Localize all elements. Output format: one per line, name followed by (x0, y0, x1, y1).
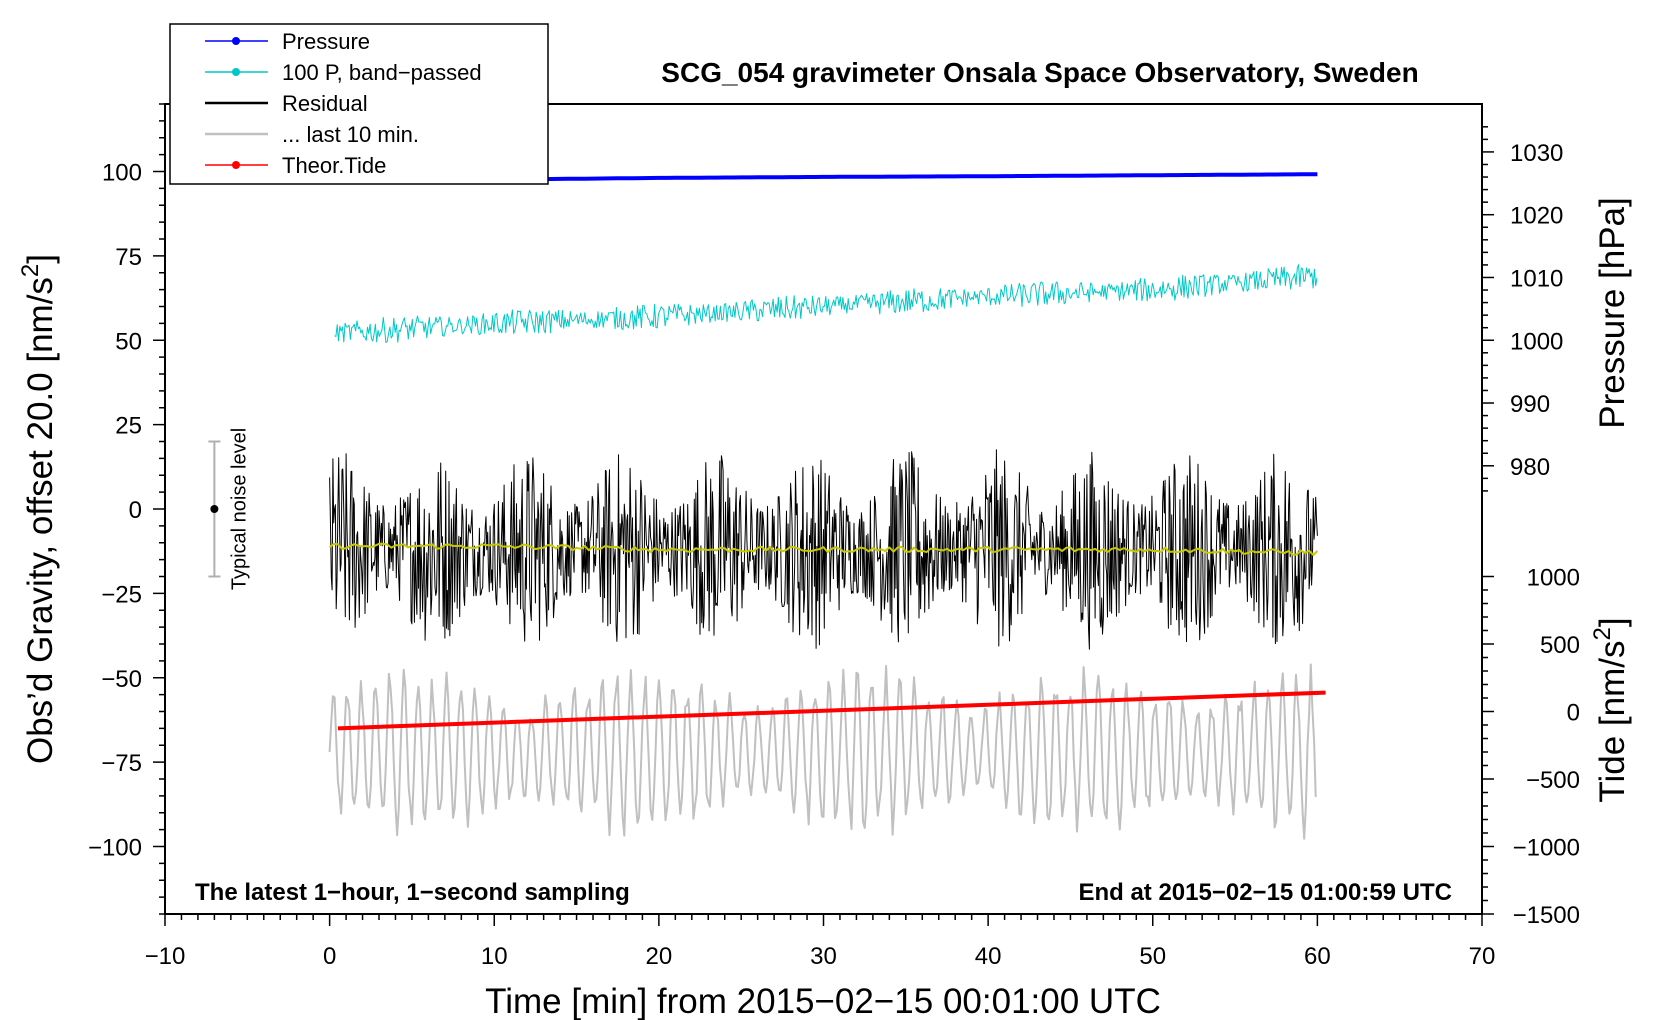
series-theor-tide (337, 690, 1326, 731)
tide-tick-label: −1500 (1513, 902, 1580, 929)
legend-label: ... last 10 min. (282, 122, 419, 147)
noise-level-label: Typical noise level (228, 428, 250, 590)
tide-tick-label: −500 (1526, 767, 1580, 794)
y-axis-label-tide-superscript: 2 (1589, 627, 1616, 640)
pressure-tick-label: 1020 (1510, 203, 1563, 230)
legend-label: Residual (282, 91, 368, 116)
x-tick-label: 40 (975, 943, 1002, 970)
tide-tick-label: −1000 (1513, 835, 1580, 862)
y-left-tick-label: 0 (129, 497, 142, 524)
legend-marker (232, 68, 240, 76)
legend-marker (232, 161, 240, 169)
legend-label: Theor.Tide (282, 153, 386, 178)
legend-label: 100 P, band−passed (282, 60, 482, 85)
y-left-tick-label: −50 (101, 666, 142, 693)
pressure-tick-label: 990 (1510, 391, 1550, 418)
annotation-sampling: The latest 1−hour, 1−second sampling (195, 879, 630, 906)
x-axis-label: Time [min] from 2015−02−15 00:01:00 UTC (485, 982, 1161, 1020)
pressure-tick-label: 1000 (1510, 328, 1563, 355)
x-tick-label: 30 (810, 943, 837, 970)
series-residual (329, 449, 1318, 650)
y-axis-label-pressure: Pressure [hPa] (1593, 197, 1632, 429)
x-tick-label: −10 (145, 943, 186, 970)
legend-label: Pressure (282, 29, 370, 54)
pressure-tick-label: 980 (1510, 454, 1550, 481)
y-left-tick-label: 50 (115, 328, 142, 355)
y-axis-label-left-superscript: 2 (17, 264, 44, 277)
annotation-end-time: End at 2015−02−15 01:00:59 UTC (1078, 879, 1452, 906)
tick-labels: −10 0 10 20 30 40 50 60 701007550250−25−50−75−10… (88, 140, 1580, 970)
series-last-10-min (328, 663, 1317, 840)
x-tick-label: 0 (323, 943, 336, 970)
pressure-tick-label: 1010 (1510, 265, 1563, 292)
x-tick-label: 70 (1469, 943, 1496, 970)
legend-marker (232, 37, 240, 45)
series-residual-mean (328, 542, 1319, 556)
series-band-passed-pressure (334, 264, 1318, 343)
noise-level-dot (210, 505, 219, 513)
x-tick-label: 20 (646, 943, 673, 970)
tide-tick-label: 1000 (1527, 565, 1580, 592)
chart-title: SCG_054 gravimeter Onsala Space Observat… (661, 57, 1418, 88)
pressure-tick-label: 1030 (1510, 140, 1563, 167)
y-left-tick-label: 100 (102, 160, 142, 187)
y-axis-label-tide: Tide [nm/s2] (1589, 617, 1632, 802)
y-left-tick-label: −75 (101, 750, 142, 777)
y-left-tick-label: 25 (115, 413, 142, 440)
y-left-tick-label: 75 (115, 244, 142, 271)
x-tick-label: 10 (481, 943, 508, 970)
noise-level-indicator: Typical noise level (208, 428, 250, 590)
legend: Pressure 100 P, band−passed Residual ... la… (169, 23, 549, 185)
axis-ticks (153, 103, 1494, 926)
tide-tick-label: 0 (1567, 700, 1580, 727)
x-tick-label: 60 (1304, 943, 1331, 970)
y-left-tick-label: −25 (101, 581, 142, 608)
y-left-tick-label: −100 (88, 835, 142, 862)
y-axis-label-left: Obs’d Gravity, offset 20.0 [nm/s2] (17, 254, 60, 764)
tide-tick-label: 500 (1540, 632, 1580, 659)
x-tick-label: 50 (1139, 943, 1166, 970)
